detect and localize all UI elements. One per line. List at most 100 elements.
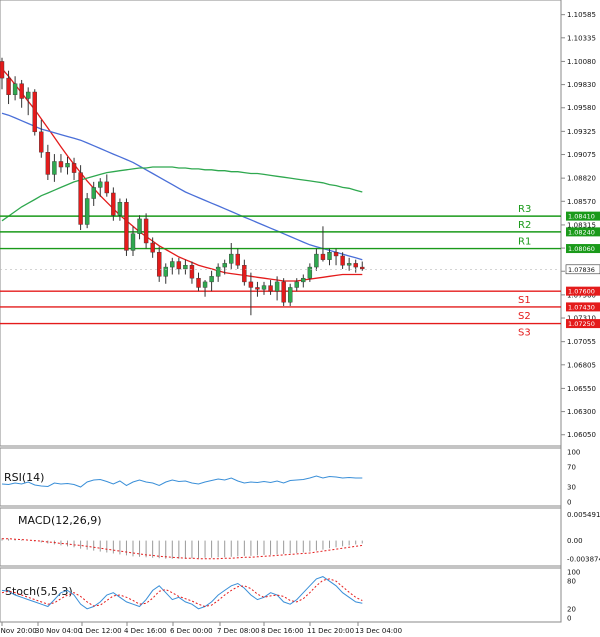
candle-body <box>346 263 352 266</box>
level-badge-value: 1.07250 <box>568 320 595 328</box>
stoch-pane <box>0 567 562 623</box>
candle-body <box>137 218 142 234</box>
candle-body <box>98 181 103 188</box>
price-tick-label: 1.09075 <box>567 151 596 159</box>
stoch-tick-label: 80 <box>567 578 576 586</box>
stoch-tick-label: 20 <box>567 605 576 613</box>
level-badge-value: 1.08240 <box>568 228 595 236</box>
level-badge <box>566 302 600 312</box>
candle-body <box>58 161 64 168</box>
candle-body <box>353 263 358 268</box>
level-label-r3: R3 <box>518 204 531 215</box>
candle-body <box>215 266 221 277</box>
candle-body <box>235 253 241 266</box>
candle-body <box>130 233 136 251</box>
candle-body <box>0 61 5 79</box>
price-tick-label: 1.06300 <box>567 408 596 416</box>
level-label-s1: S1 <box>518 295 531 306</box>
candle-body <box>39 131 44 153</box>
candle-body <box>124 202 129 251</box>
price-tick-label: 1.06805 <box>567 361 596 369</box>
moving-average-line <box>1 112 363 261</box>
level-label-r2: R2 <box>518 220 531 231</box>
stoch-tick-label: 0 <box>567 615 571 623</box>
level-badge-value: 1.07430 <box>568 303 595 311</box>
level-badge-value: 1.08410 <box>568 213 595 221</box>
candle-body <box>91 187 96 199</box>
candle-body <box>268 285 273 292</box>
rsi-title: RSI(14) <box>4 471 44 484</box>
macd-tick-label: 0.005491 <box>567 511 600 519</box>
candle-body <box>156 252 162 277</box>
price-tick-label: 1.10335 <box>567 34 596 42</box>
current-price-value: 1.07836 <box>568 266 595 274</box>
candle-body <box>176 261 182 270</box>
candle-body <box>84 198 90 225</box>
level-label-r1: R1 <box>518 237 531 248</box>
level-label-s3: S3 <box>518 328 531 339</box>
price-tick-label: 1.08315 <box>567 221 596 229</box>
macd-title: MACD(12,26,9) <box>18 514 102 527</box>
time-tick-label: 13 Dec 04:00 <box>355 627 402 635</box>
level-badge <box>566 211 600 221</box>
price-tick-label: 1.10585 <box>567 11 596 19</box>
time-tick-label: 8 Dec 16:00 <box>261 627 304 635</box>
price-tick-label: 1.07310 <box>567 315 596 323</box>
rsi-tick-label: 100 <box>567 449 580 457</box>
time-tick-label: 9 Nov 20:00 <box>0 627 37 635</box>
candle-body <box>183 265 188 270</box>
candle-body <box>307 266 313 279</box>
level-badge-value: 1.07600 <box>568 288 595 296</box>
candle-body <box>222 263 227 268</box>
candle-body <box>242 265 247 283</box>
candle-body <box>6 77 11 95</box>
price-tick-label: 1.09325 <box>567 128 596 136</box>
price-tick-label: 1.07055 <box>567 338 596 346</box>
candle-body <box>189 265 195 279</box>
candle-body <box>78 172 83 225</box>
stoch-title: Stoch(5,5,3) <box>5 585 73 598</box>
moving-average-line <box>1 166 363 222</box>
candle-body <box>32 91 37 133</box>
rsi-tick-label: 0 <box>567 499 571 507</box>
time-tick-label: 30 Nov 04:00 <box>35 627 82 635</box>
candle-body <box>45 152 51 175</box>
stoch-tick-label: 100 <box>567 569 580 577</box>
candle-body <box>111 192 116 216</box>
candle-body <box>104 181 110 194</box>
level-badge <box>566 319 600 329</box>
candle-body <box>340 255 345 266</box>
candle-body <box>19 83 24 99</box>
candle-body <box>314 253 319 268</box>
candle-body <box>150 242 155 253</box>
level-badge <box>566 244 600 254</box>
candle-body <box>71 163 77 173</box>
price-pane <box>0 0 562 447</box>
price-tick-label: 1.06550 <box>567 385 596 393</box>
time-tick-label: 7 Dec 08:00 <box>217 627 260 635</box>
level-badge <box>566 227 600 237</box>
candle-body <box>327 252 332 260</box>
candle-body <box>294 281 299 288</box>
candle-body <box>320 253 326 260</box>
rsi-line <box>1 475 363 488</box>
level-label-s2: S2 <box>518 311 531 322</box>
rsi-tick-label: 30 <box>567 484 576 492</box>
time-tick-label: 11 Dec 20:00 <box>307 627 354 635</box>
candle-body <box>26 91 31 99</box>
time-tick-label: 6 Dec 00:00 <box>170 627 213 635</box>
candle-body <box>52 161 57 175</box>
stoch-k-line <box>1 576 363 610</box>
candle-body <box>12 83 18 95</box>
level-badge <box>566 286 600 296</box>
price-tick-label: 1.08820 <box>567 175 596 183</box>
candle-body <box>202 281 208 288</box>
candle-body <box>288 287 293 303</box>
candle-body <box>196 277 201 288</box>
time-tick-label: 1 Dec 12:00 <box>79 627 122 635</box>
macd-tick-label: 0.00 <box>567 537 583 545</box>
candle-body <box>163 266 168 277</box>
candle-body <box>65 163 70 168</box>
price-tick-label: 1.10080 <box>567 58 596 66</box>
